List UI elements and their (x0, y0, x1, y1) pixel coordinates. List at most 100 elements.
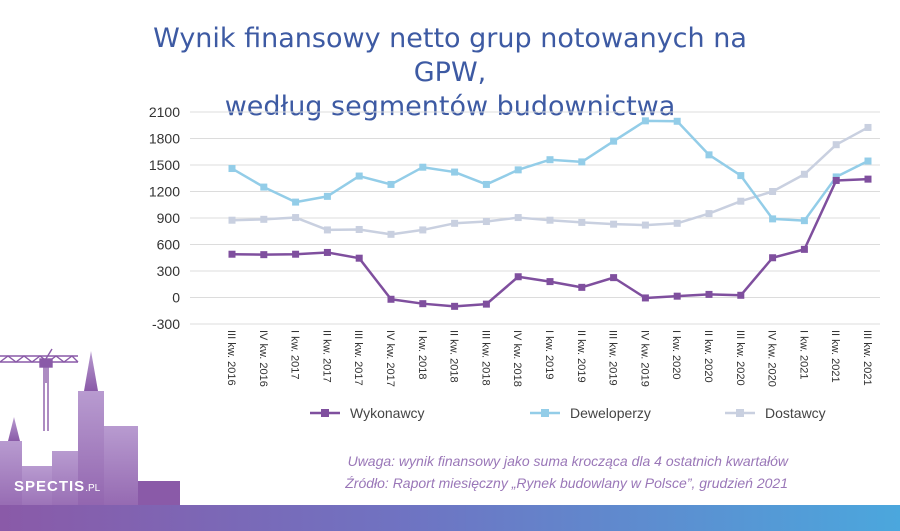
chart-title: Wynik finansowy netto grup notowanych na… (130, 22, 770, 124)
x-tick-label: III kw. 2016 (225, 330, 237, 386)
x-tick-label: IV kw. 2020 (766, 330, 778, 387)
data-point (482, 300, 490, 308)
chart-note: Uwaga: wynik finansowy jako suma krocząc… (345, 450, 788, 494)
x-tick-label: I kw. 2021 (797, 330, 809, 380)
x-tick-label: II kw. 2019 (575, 330, 587, 383)
x-axis-ticks: III kw. 2016 IV kw. 2016 I kw. 2017 II kw. … (225, 330, 873, 387)
legend-item: Deweloperzy (530, 405, 651, 421)
legend-label: Deweloperzy (570, 405, 651, 421)
data-point (387, 230, 395, 238)
chart-legend: Wykonawcy Deweloperzy Dostawcy (310, 405, 826, 421)
x-tick-label: I kw. 2019 (543, 330, 555, 380)
data-point (514, 273, 522, 281)
data-point (769, 215, 777, 223)
data-point (832, 176, 840, 184)
y-tick-label: 300 (157, 263, 181, 279)
data-point (482, 218, 490, 226)
data-point (451, 302, 459, 310)
data-point (323, 192, 331, 200)
crane-icon (0, 348, 79, 431)
y-tick-label: 900 (157, 210, 181, 226)
x-tick-label: I kw. 2017 (289, 330, 301, 380)
chart-title-line-2: według segmentów budownictwa (224, 91, 676, 122)
data-point (769, 254, 777, 262)
data-point (610, 274, 618, 282)
data-point (610, 220, 618, 228)
spectis-logo: SPECTIS.PL (14, 478, 100, 495)
source-text: Źródło: Raport miesięczny „Rynek budowla… (345, 475, 788, 491)
data-point (578, 158, 586, 166)
skyline-buildings (0, 351, 180, 531)
data-point (419, 163, 427, 171)
logo-suffix: .PL (85, 483, 101, 494)
x-tick-label: I kw. 2020 (670, 330, 682, 380)
x-tick-label: III kw. 2020 (734, 330, 746, 386)
footer-band (0, 505, 900, 531)
data-point (419, 226, 427, 234)
data-point (673, 219, 681, 227)
x-tick-label: III kw. 2018 (479, 330, 491, 386)
legend-marker (321, 409, 329, 417)
x-tick-label: II kw. 2021 (829, 330, 841, 383)
data-point (705, 290, 713, 298)
data-point (673, 292, 681, 300)
data-point (800, 245, 808, 253)
data-point (323, 226, 331, 234)
legend-marker (541, 409, 549, 417)
data-point (260, 251, 268, 259)
data-point (514, 214, 522, 222)
data-point (578, 218, 586, 226)
data-point (673, 117, 681, 125)
data-point (705, 210, 713, 218)
data-point (641, 294, 649, 302)
data-point (228, 250, 236, 258)
data-point (864, 157, 872, 165)
x-tick-label: IV kw. 2016 (257, 330, 269, 387)
x-tick-label: IV kw. 2017 (384, 330, 396, 387)
x-tick-label: II kw. 2020 (702, 330, 714, 383)
x-tick-label: IV kw. 2019 (638, 330, 650, 387)
data-point (641, 117, 649, 125)
data-point (260, 215, 268, 223)
data-point (292, 250, 300, 258)
data-point (864, 175, 872, 183)
data-point (641, 221, 649, 229)
x-tick-label: IV kw. 2018 (511, 330, 523, 387)
x-tick-label: III kw. 2017 (352, 330, 364, 386)
data-point (482, 180, 490, 188)
y-tick-label: 600 (157, 237, 181, 253)
data-point (451, 168, 459, 176)
data-point (228, 216, 236, 224)
x-tick-label: I kw. 2018 (416, 330, 428, 380)
y-tick-label: 1200 (149, 184, 180, 200)
series-dostawcy (228, 123, 872, 238)
data-point (323, 248, 331, 256)
chart-title-line-1: Wynik finansowy netto grup notowanych na… (153, 23, 747, 88)
legend-label: Dostawcy (765, 405, 826, 421)
x-tick-label: II kw. 2017 (320, 330, 332, 383)
data-point (228, 165, 236, 173)
data-point (546, 156, 554, 164)
data-point (737, 197, 745, 205)
data-point (800, 170, 808, 178)
data-point (737, 172, 745, 180)
data-point (387, 180, 395, 188)
data-point (832, 141, 840, 149)
logo-main: SPECTIS (14, 478, 86, 495)
data-point (832, 173, 840, 181)
data-point (769, 188, 777, 195)
city-skyline-illustration (0, 348, 180, 531)
data-point (800, 217, 808, 225)
x-tick-label: III kw. 2019 (607, 330, 619, 386)
data-point (578, 283, 586, 291)
y-axis-ticks: -300 0 300 600 900 1200 1500 1800 2100 (149, 104, 180, 332)
note-text: Uwaga: wynik finansowy jako suma krocząc… (347, 453, 788, 469)
y-tick-label: 0 (172, 290, 180, 306)
data-point (260, 183, 268, 191)
data-point (864, 123, 872, 131)
legend-item: Dostawcy (725, 405, 826, 421)
data-point (546, 278, 554, 286)
legend-item: Wykonawcy (310, 405, 425, 421)
series-deweloperzy (228, 117, 872, 225)
data-point (419, 300, 427, 308)
